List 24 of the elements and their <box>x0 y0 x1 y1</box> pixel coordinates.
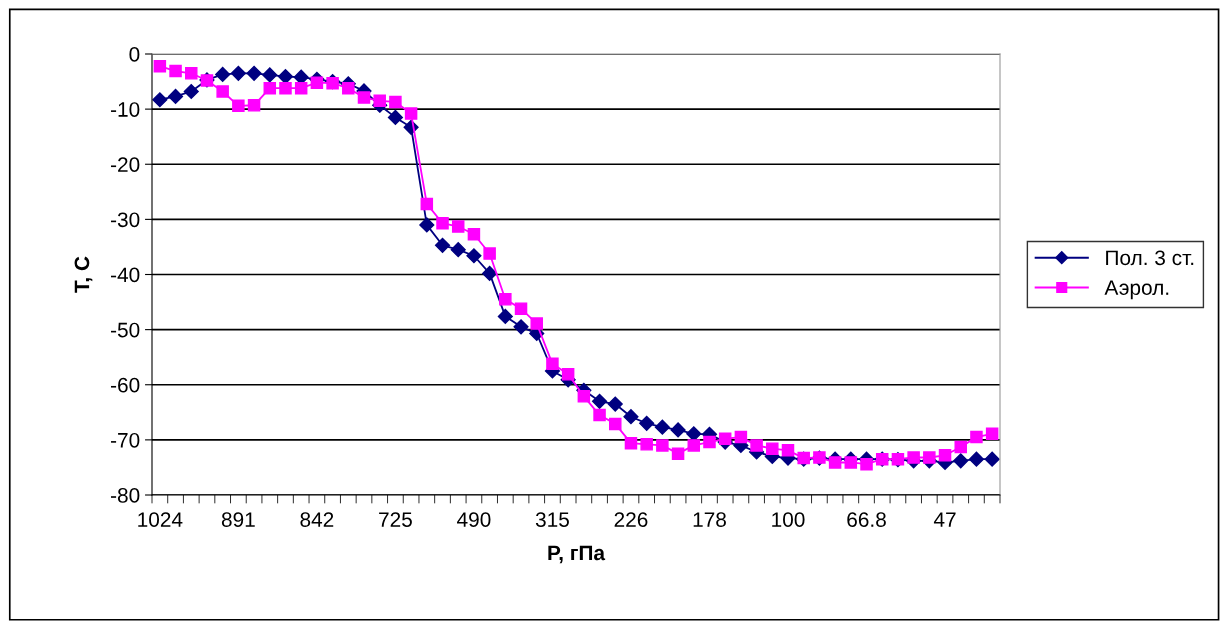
y-tick-label: -50 <box>111 322 140 338</box>
y-tick-label: -80 <box>111 488 140 503</box>
x-tick-label: 66.8 <box>847 512 886 527</box>
y-axis-title: T, C <box>74 256 93 293</box>
x-tick-label: 226 <box>614 512 648 527</box>
y-tick-label: -20 <box>111 157 140 172</box>
x-tick-label: 891 <box>221 512 255 527</box>
y-tick-label: -10 <box>111 102 140 117</box>
x-tick-label: 1024 <box>138 512 183 527</box>
y-tick-label: -40 <box>111 267 140 283</box>
y-tick-label: -60 <box>111 377 140 393</box>
y-tick-label: -30 <box>111 212 140 228</box>
legend-label: Пол. 3 ст. <box>1106 250 1194 266</box>
x-tick-label: 315 <box>535 512 569 527</box>
x-tick-label: 490 <box>457 512 491 527</box>
x-tick-label: 842 <box>300 512 334 527</box>
x-tick-label: 47 <box>933 512 956 527</box>
x-tick-label: 100 <box>772 512 805 527</box>
y-tick-label: 0 <box>129 47 140 62</box>
y-tick-label: -70 <box>111 432 140 448</box>
x-axis-title: P, гПа <box>548 545 606 564</box>
legend-label: Аэрол. <box>1104 280 1169 300</box>
x-tick-label: 725 <box>379 512 412 527</box>
x-tick-label: 178 <box>693 512 726 527</box>
